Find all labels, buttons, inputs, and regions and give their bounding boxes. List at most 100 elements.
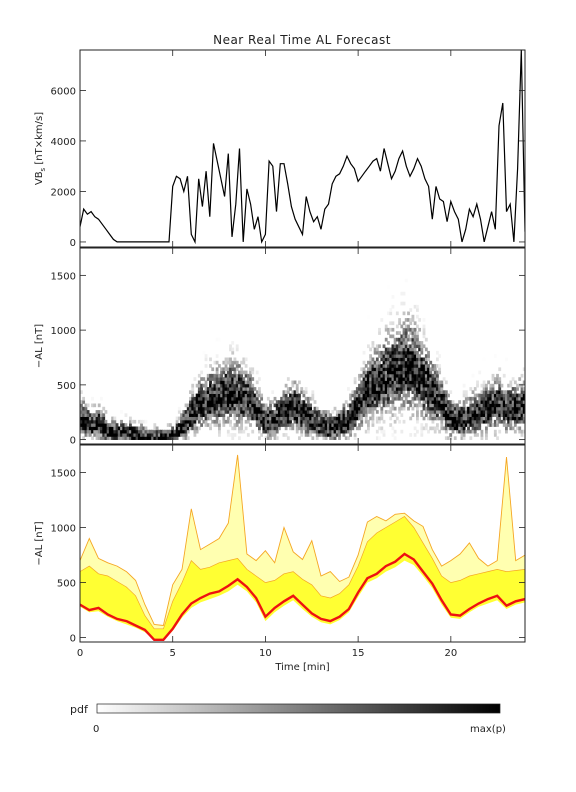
heatmap-cell [222,423,226,427]
heatmap-cell [240,429,244,434]
heatmap-cell [195,396,199,401]
heatmap-cell [222,367,226,372]
heatmap-cell [242,383,246,388]
heatmap-cell [462,429,466,434]
heatmap-cell [442,416,446,421]
heatmap-cell [104,419,108,424]
heatmap-cell [360,419,364,424]
heatmap-cell [344,419,348,424]
heatmap-cell [251,403,255,408]
heatmap-cell [413,337,417,342]
heatmap-cell [244,364,248,368]
heatmap-cell [255,393,259,398]
heatmap-cell [235,373,239,378]
heatmap-cell [469,416,473,421]
heatmap-cell [440,380,444,385]
heatmap-cell [402,387,406,391]
heatmap-cell [204,419,208,424]
heatmap-cell [382,429,386,434]
heatmap-cell [95,413,99,417]
heatmap-cell [420,396,424,401]
heatmap-cell [140,423,143,427]
heatmap-cell [369,367,373,372]
heatmap-cell [242,387,246,391]
heatmap-cell [193,403,197,408]
heatmap-cell [349,433,353,437]
heatmap-cell [436,413,439,417]
heatmap-cell [424,383,428,388]
heatmap-cell [371,390,375,394]
heatmap-cell [511,393,515,398]
heatmap-cell [440,426,444,431]
heatmap-cell [360,406,364,411]
heatmap-cell [271,426,275,431]
heatmap-cell [278,426,281,431]
heatmap-cell [335,433,339,437]
heatmap-cell [469,396,473,401]
heatmap-cell [226,406,230,411]
heatmap-cell [108,275,112,280]
heatmap-cell [449,416,453,421]
heatmap-cell [389,377,393,381]
heatmap-cell [382,377,386,381]
heatmap-cell [402,321,406,326]
heatmap-cell [360,285,364,289]
heatmap-cell [322,419,326,424]
heatmap-cell [520,393,524,398]
heatmap-cell [449,400,453,404]
heatmap-cell [491,410,495,414]
heatmap-cell [229,380,232,385]
heatmap-cell [209,410,212,414]
heatmap-cell [449,390,453,394]
heatmap-cell [211,387,215,391]
heatmap-cell [373,347,377,352]
heatmap-cell [418,357,422,362]
heatmap-cell [131,433,135,437]
heatmap-cell [413,360,417,365]
heatmap-cell [242,357,246,362]
heatmap-cell [431,393,435,398]
heatmap-cell [451,344,455,349]
heatmap-cell [409,373,413,378]
heatmap-cell [238,390,241,394]
heatmap-cell [509,390,513,394]
heatmap-cell [444,380,448,385]
heatmap-cell [471,413,475,417]
heatmap-cell [373,380,377,385]
heatmap-cell [102,429,106,434]
heatmap-cell [418,396,422,401]
heatmap-cell [209,396,212,401]
heatmap-cell [306,419,310,424]
heatmap-cell [93,426,97,431]
heatmap-cell [402,380,406,385]
heatmap-cell [240,423,244,427]
heatmap-cell [411,406,415,411]
heatmap-cell [82,419,86,424]
heatmap-cell [215,337,219,342]
heatmap-cell [220,403,224,408]
heatmap-cell [129,433,132,437]
heatmap-cell [206,400,210,404]
heatmap-cell [520,387,524,391]
heatmap-cell [367,403,370,408]
heatmap-cell [189,390,192,394]
heatmap-cell [291,380,295,385]
heatmap-cell [367,344,370,349]
heatmap-cell [202,383,206,388]
heatmap-cell [249,377,252,381]
heatmap-cell [389,327,393,332]
heatmap-cell [418,383,422,388]
heatmap-cell [482,380,486,385]
heatmap-cell [442,406,446,411]
heatmap-cell [411,373,415,378]
heatmap-cell [246,433,250,437]
heatmap-cell [516,288,519,293]
heatmap-cell [431,383,435,388]
heatmap-cell [438,367,442,372]
heatmap-cell [393,370,397,375]
heatmap-cell [106,423,110,427]
heatmap-cell [295,387,299,391]
heatmap-cell [284,416,288,421]
heatmap-cell [427,390,430,394]
heatmap-cell [226,370,230,375]
